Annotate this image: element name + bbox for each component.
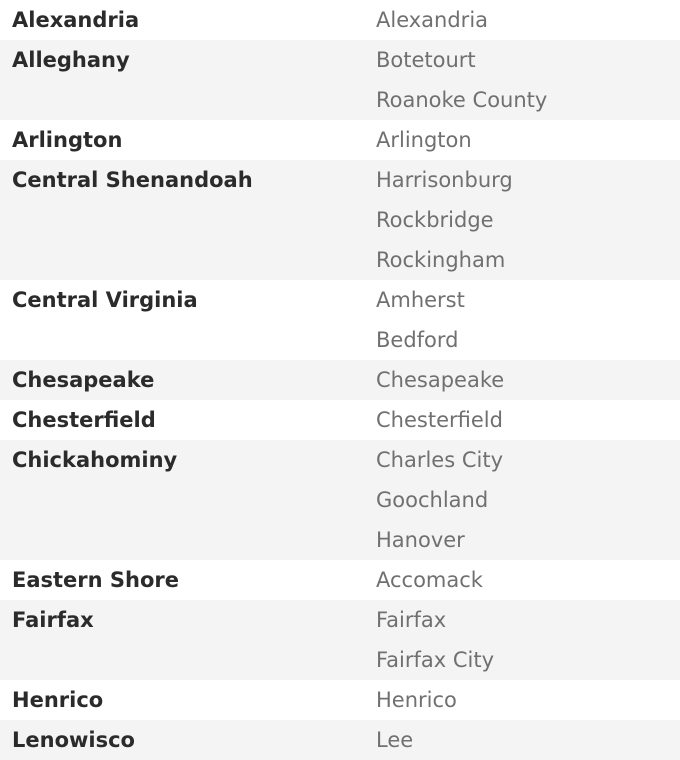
district-name: Chesapeake <box>12 368 155 392</box>
county-list: Chesapeake <box>376 360 680 400</box>
table-row: Alexandria Alexandria <box>0 0 680 40</box>
county-list: Lee <box>376 720 680 760</box>
county-name: Hanover <box>376 528 465 552</box>
district-name: Chickahominy <box>12 448 178 472</box>
table-row: Eastern Shore Accomack <box>0 560 680 600</box>
county-name: Rockingham <box>376 248 506 272</box>
county-list: Accomack <box>376 560 680 600</box>
county-name: Charles City <box>376 448 504 472</box>
county-list: Botetourt Roanoke County <box>376 40 680 120</box>
county-name: Chesapeake <box>376 368 505 392</box>
table-row: Lenowisco Lee <box>0 720 680 760</box>
district-name: Central Virginia <box>12 288 198 312</box>
county-name: Goochland <box>376 488 489 512</box>
county-list: Harrisonburg Rockbridge Rockingham <box>376 160 680 280</box>
county-list: Henrico <box>376 680 680 720</box>
district-name: Alleghany <box>12 48 130 72</box>
county-name: Arlington <box>376 128 472 152</box>
county-name: Chesterfield <box>376 408 503 432</box>
county-list: Alexandria <box>376 0 680 40</box>
county-name: Roanoke County <box>376 88 548 112</box>
table-row: Arlington Arlington <box>0 120 680 160</box>
table-row: Chickahominy Charles City Goochland Hanover <box>0 440 680 560</box>
county-name: Alexandria <box>376 8 489 32</box>
county-name: Fairfax City <box>376 648 495 672</box>
county-name: Botetourt <box>376 48 476 72</box>
county-name: Henrico <box>376 688 457 712</box>
table-row: Chesterfield Chesterfield <box>0 400 680 440</box>
district-name: Arlington <box>12 128 123 152</box>
county-list: Arlington <box>376 120 680 160</box>
table-row: Central Virginia Amherst Bedford <box>0 280 680 360</box>
table-row: Alleghany Botetourt Roanoke County <box>0 40 680 120</box>
county-name: Amherst <box>376 288 465 312</box>
county-name: Bedford <box>376 328 459 352</box>
county-list: Charles City Goochland Hanover <box>376 440 680 560</box>
table-row: Chesapeake Chesapeake <box>0 360 680 400</box>
table-row: Central Shenandoah Harrisonburg Rockbridge… <box>0 160 680 280</box>
county-name: Fairfax <box>376 608 447 632</box>
county-name: Harrisonburg <box>376 168 513 192</box>
district-name: Lenowisco <box>12 728 135 752</box>
district-name: Central Shenandoah <box>12 168 253 192</box>
district-name: Chesterfield <box>12 408 156 432</box>
county-list: Fairfax Fairfax City <box>376 600 680 680</box>
table-row: Henrico Henrico <box>0 680 680 720</box>
table-row: Fairfax Fairfax Fairfax City <box>0 600 680 680</box>
county-list: Chesterfield <box>376 400 680 440</box>
county-list: Amherst Bedford <box>376 280 680 360</box>
county-name: Lee <box>376 728 414 752</box>
county-name: Accomack <box>376 568 483 592</box>
district-name: Eastern Shore <box>12 568 180 592</box>
district-name: Alexandria <box>12 8 140 32</box>
district-name: Fairfax <box>12 608 94 632</box>
county-name: Rockbridge <box>376 208 494 232</box>
district-name: Henrico <box>12 688 104 712</box>
